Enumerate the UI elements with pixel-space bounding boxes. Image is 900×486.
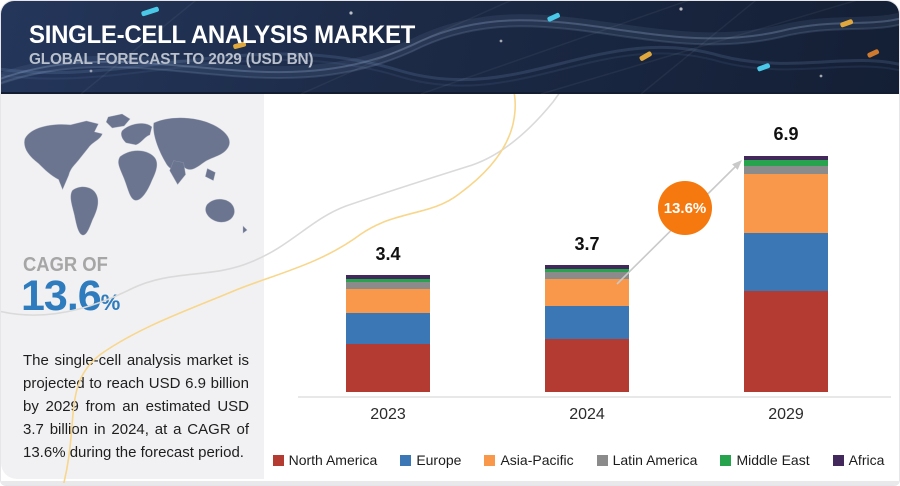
category-label-2024: 2024 [569,406,605,423]
legend-item-middle-east: Middle East [720,452,810,468]
segment-europe [346,313,430,344]
header-banner: SINGLE-CELL ANALYSIS MARKET GLOBAL FOREC… [1,1,899,94]
total-label-2029: 6.9 [773,124,799,145]
legend-swatch [484,454,496,466]
page-subtitle: GLOBAL FORECAST TO 2029 (USD BN) [29,51,314,69]
legend-item-north-america: North America [272,452,378,468]
segment-africa [744,155,828,160]
legend-swatch [720,454,732,466]
segment-latin-america [346,282,430,290]
content-area: CAGR OF 13.6% The single-cell analysis m… [1,94,899,483]
legend-item-africa: Africa [832,452,885,468]
segment-latin-america [744,165,828,175]
segment-asia-pacific [346,289,430,314]
cagr-badge: 13.6% [658,181,712,235]
legend-swatch [400,454,412,466]
segment-africa [545,265,629,269]
segment-europe [545,306,629,339]
segment-middle-east [744,159,828,166]
category-label-2023: 2023 [370,406,406,423]
segment-asia-pacific [545,278,629,307]
network-graphic [1,1,899,94]
segment-middle-east [545,268,629,272]
legend-item-asia-pacific: Asia-Pacific [484,452,574,468]
total-label-2023: 3.4 [375,244,401,265]
segment-asia-pacific [744,174,828,233]
segment-north-america [346,344,430,392]
stacked-bar-2024 [545,265,629,392]
legend-label: Africa [848,452,885,468]
chart-area: 3.4 2023 3.7 2024 6.9 2029 13.6% North Americ… [1,94,899,483]
legend-label: Asia-Pacific [500,452,574,468]
footer-strip [1,481,899,485]
x-axis-line [298,396,891,398]
page-title: SINGLE-CELL ANALYSIS MARKET [29,21,416,49]
segment-north-america [744,290,828,392]
segment-latin-america [545,271,629,279]
legend: North America Europe Asia-Pacific Latin Ame… [264,452,893,468]
legend-item-europe: Europe [400,452,461,468]
legend-label: North America [288,452,378,468]
legend-swatch [272,454,284,466]
legend-label: Latin America [612,452,698,468]
legend-swatch [596,454,608,466]
legend-swatch [832,454,844,466]
total-label-2024: 3.7 [574,234,600,255]
segment-north-america [545,338,629,392]
legend-label: Middle East [736,452,810,468]
legend-label: Europe [416,452,462,468]
stacked-bar-2029 [744,155,828,392]
segment-europe [744,232,828,291]
legend-item-latin-america: Latin America [596,452,698,468]
stacked-bar-2023 [346,275,430,392]
category-label-2029: 2029 [768,406,804,423]
